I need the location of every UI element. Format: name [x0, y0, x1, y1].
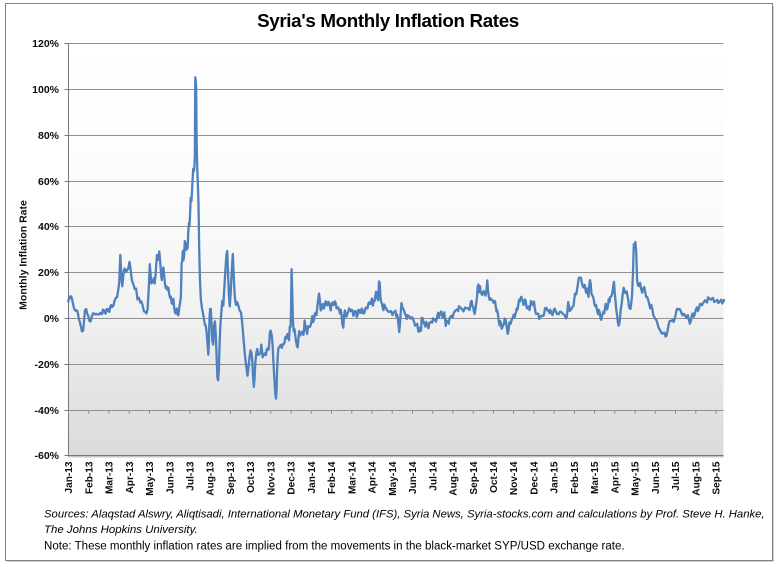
svg-text:Aug-13: Aug-13 [206, 461, 217, 496]
svg-text:May-14: May-14 [388, 461, 399, 496]
svg-text:20%: 20% [38, 267, 60, 279]
svg-text:Jun-14: Jun-14 [408, 461, 419, 494]
svg-text:Feb-14: Feb-14 [327, 461, 338, 494]
svg-text:-60%: -60% [34, 450, 59, 462]
svg-text:Note: These monthly inflation: Note: These monthly inflation rates are … [44, 541, 625, 553]
svg-text:100%: 100% [32, 84, 60, 96]
svg-text:Apr-15: Apr-15 [610, 461, 621, 493]
svg-text:80%: 80% [38, 130, 60, 142]
svg-text:Jul-15: Jul-15 [671, 461, 682, 491]
svg-text:Monthly Inflation Rate: Monthly Inflation Rate [18, 200, 30, 310]
svg-text:Apr-14: Apr-14 [368, 461, 379, 493]
svg-text:Dec-14: Dec-14 [530, 461, 541, 494]
svg-text:Sep-14: Sep-14 [469, 461, 480, 494]
svg-text:Syria's Monthly Inflation Rate: Syria's Monthly Inflation Rates [257, 10, 519, 31]
svg-text:Mar-15: Mar-15 [590, 461, 601, 494]
svg-text:Dec-13: Dec-13 [287, 461, 298, 494]
svg-text:Nov-14: Nov-14 [509, 461, 520, 495]
svg-text:Feb-15: Feb-15 [570, 461, 581, 494]
svg-text:Jan-13: Jan-13 [64, 461, 75, 493]
svg-text:120%: 120% [32, 38, 60, 50]
svg-text:Jun-15: Jun-15 [651, 461, 662, 494]
svg-text:Mar-14: Mar-14 [347, 461, 358, 494]
svg-text:Jan-14: Jan-14 [307, 461, 318, 493]
svg-text:Apr-13: Apr-13 [125, 461, 136, 493]
svg-text:Nov-13: Nov-13 [266, 461, 277, 495]
svg-text:-20%: -20% [34, 359, 59, 371]
svg-text:Jan-15: Jan-15 [550, 461, 561, 493]
svg-text:May-15: May-15 [631, 461, 642, 496]
svg-text:Jun-13: Jun-13 [165, 461, 176, 494]
svg-text:The Johns Hopkins University.: The Johns Hopkins University. [44, 524, 198, 536]
svg-text:-40%: -40% [34, 405, 59, 417]
svg-text:Mar-13: Mar-13 [105, 461, 116, 494]
svg-text:60%: 60% [38, 176, 60, 188]
svg-text:Jul-14: Jul-14 [428, 461, 439, 491]
svg-text:Sep-13: Sep-13 [226, 461, 237, 494]
svg-text:Oct-14: Oct-14 [489, 461, 500, 493]
svg-text:Sep-15: Sep-15 [712, 461, 723, 494]
svg-text:Oct-13: Oct-13 [246, 461, 257, 493]
svg-text:Sources: Alaqstad Alswry, Aliq: Sources: Alaqstad Alswry, Aliqtisadi, In… [44, 509, 765, 521]
svg-text:Aug-14: Aug-14 [449, 461, 460, 496]
svg-text:Feb-13: Feb-13 [84, 461, 95, 494]
svg-text:0%: 0% [44, 313, 60, 325]
svg-text:Jul-13: Jul-13 [186, 461, 197, 491]
svg-text:Aug-15: Aug-15 [691, 461, 702, 496]
svg-text:40%: 40% [38, 221, 60, 233]
svg-text:May-13: May-13 [145, 461, 156, 496]
